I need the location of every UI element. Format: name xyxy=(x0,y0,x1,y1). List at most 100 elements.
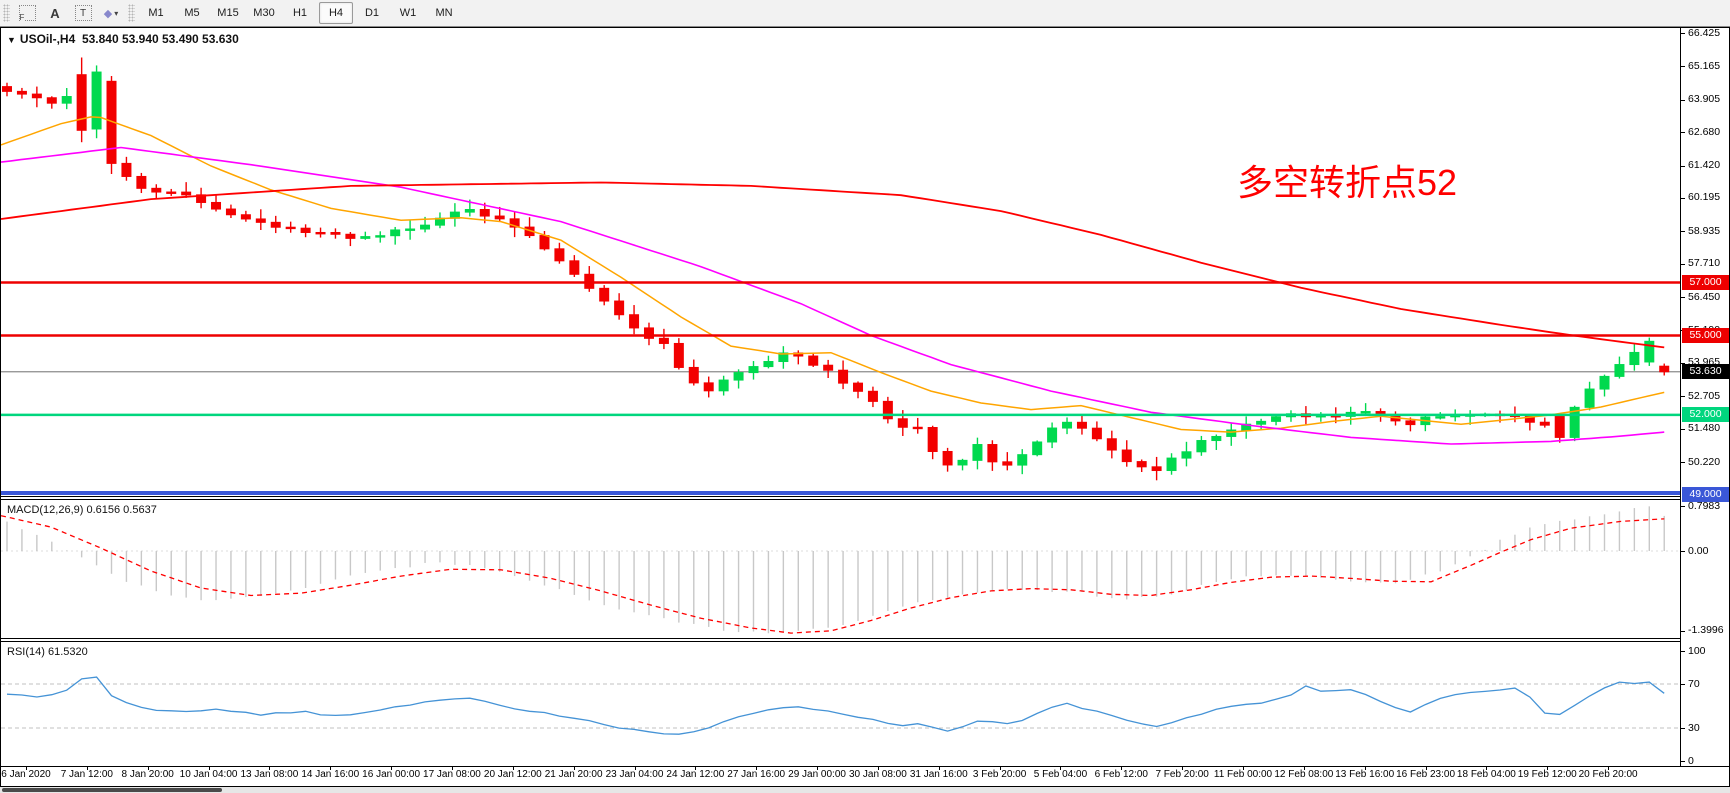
price-tick xyxy=(1680,297,1685,299)
candle-body xyxy=(91,71,102,130)
time-label: 27 Jan 16:00 xyxy=(727,769,786,780)
price-tick xyxy=(1680,462,1685,464)
price-tick xyxy=(1680,362,1685,364)
timeframe-button-m1[interactable]: M1 xyxy=(148,7,164,19)
candle-body xyxy=(1569,406,1580,438)
timeframe-button-d1[interactable]: D1 xyxy=(364,7,380,19)
time-label: 16 Jan 00:00 xyxy=(362,769,421,780)
rsi-scale-label: 30 xyxy=(1688,721,1700,734)
time-tick xyxy=(147,766,149,770)
colors-dropdown-icon[interactable]: ◆ ▾ xyxy=(103,7,119,20)
candle-body xyxy=(225,208,236,216)
price-tick-label: 56.450 xyxy=(1688,290,1721,303)
price-level-label-55.000: 55.000 xyxy=(1682,327,1729,343)
time-label: 30 Jan 08:00 xyxy=(848,769,907,780)
candle-body xyxy=(1017,454,1028,466)
panel-separator[interactable] xyxy=(0,638,1680,639)
timeframe-button-m15[interactable]: M15 xyxy=(217,7,239,19)
candle-body xyxy=(136,175,147,189)
time-label: 13 Feb 16:00 xyxy=(1335,769,1395,780)
candle-body xyxy=(61,96,72,104)
time-tick xyxy=(208,766,210,770)
candle-body xyxy=(211,201,222,210)
time-label: 6 Jan 2020 xyxy=(1,769,51,780)
candle-body xyxy=(121,162,132,177)
candle-body xyxy=(1136,461,1147,468)
candle-body xyxy=(1076,421,1087,429)
candle-body xyxy=(1047,427,1058,443)
price-tick xyxy=(1680,263,1685,265)
candle-body xyxy=(1539,421,1550,426)
text-tool-icon[interactable]: A xyxy=(50,5,60,21)
candle-body xyxy=(614,300,625,316)
time-label: 17 Jan 08:00 xyxy=(423,769,481,780)
rsi-scale-label: 100 xyxy=(1688,644,1706,657)
panel-separator[interactable] xyxy=(0,496,1680,497)
candle-body xyxy=(479,209,490,217)
price-tick-label: 58.935 xyxy=(1688,224,1721,237)
candle-body xyxy=(823,364,834,371)
timeframe-button-m5[interactable]: M5 xyxy=(184,7,200,19)
chart-title: ▼ USOil-,H4 53.840 53.940 53.490 53.630 xyxy=(7,32,239,46)
timeframe-button-w1[interactable]: W1 xyxy=(399,7,417,19)
candle-body xyxy=(405,228,416,231)
timeframe-button-mn[interactable]: MN xyxy=(435,7,453,19)
time-label: 31 Jan 16:00 xyxy=(909,769,968,780)
time-tick xyxy=(1547,766,1549,770)
frame-tool-icon[interactable]: F xyxy=(16,3,38,24)
time-label: 10 Jan 04:00 xyxy=(179,769,238,780)
horizontal-scrollbar[interactable] xyxy=(0,787,1730,793)
candle-body xyxy=(1435,416,1446,419)
time-tick xyxy=(1486,766,1488,770)
candle-body xyxy=(1032,441,1043,456)
panel-separator[interactable] xyxy=(0,499,1680,500)
candle-body xyxy=(16,90,27,95)
timeframe-button-h1[interactable]: H1 xyxy=(292,7,308,19)
panel-separator[interactable] xyxy=(0,641,1680,642)
price-tick xyxy=(1680,66,1685,68)
price-level-label-49.000: 49.000 xyxy=(1682,486,1729,502)
chevron-down-icon[interactable]: ▾ xyxy=(114,8,119,18)
scrollbar-thumb[interactable] xyxy=(2,788,222,792)
rsi-panel-canvas[interactable] xyxy=(1,642,1729,765)
candle-body xyxy=(912,426,923,430)
annotation-text[interactable]: 多空转折点52 xyxy=(1237,162,1458,203)
timeframe-button-m30[interactable]: M30 xyxy=(253,7,275,19)
time-label: 5 Feb 04:00 xyxy=(1033,769,1088,780)
candle-body xyxy=(315,231,326,235)
time-tick xyxy=(1121,766,1123,770)
candle-body xyxy=(867,390,878,402)
candle-body xyxy=(1226,429,1237,437)
main-chart-canvas[interactable] xyxy=(1,28,1729,495)
candle-body xyxy=(1629,351,1640,366)
toolbar-drag-handle[interactable] xyxy=(128,4,135,22)
timeframe-buttons: M1 M5 M15 M30 H1 H4 D1 W1 MN xyxy=(138,2,462,24)
timeframe-button-h4[interactable]: H4 xyxy=(319,2,353,24)
time-tick xyxy=(1060,766,1062,770)
candle-body xyxy=(1091,427,1102,440)
ma-line-red xyxy=(1,181,1665,349)
time-label: 12 Feb 08:00 xyxy=(1274,769,1334,780)
candle-body xyxy=(1584,388,1595,408)
candle-body xyxy=(181,191,192,196)
macd-tick xyxy=(1680,506,1685,507)
window-border-top xyxy=(0,27,1730,28)
candle-body xyxy=(718,379,729,392)
time-tick xyxy=(817,766,819,770)
candle-body xyxy=(853,382,864,392)
chevron-down-icon[interactable]: ▼ xyxy=(7,35,16,45)
price-tick-label: 57.710 xyxy=(1688,257,1721,270)
text-label-tool-icon[interactable]: T xyxy=(72,3,94,24)
price-tick-label: 51.480 xyxy=(1688,422,1721,435)
candle-body xyxy=(688,366,699,384)
candle-body xyxy=(703,382,714,392)
candle-body xyxy=(643,327,654,339)
candle-body xyxy=(1062,421,1073,429)
candle-body xyxy=(255,218,266,223)
macd-panel-canvas[interactable] xyxy=(1,500,1729,637)
price-level-label-57.000: 57.000 xyxy=(1682,275,1729,291)
candle-body xyxy=(778,352,789,363)
candle-body xyxy=(494,215,505,220)
toolbar-drag-handle[interactable] xyxy=(3,4,10,22)
